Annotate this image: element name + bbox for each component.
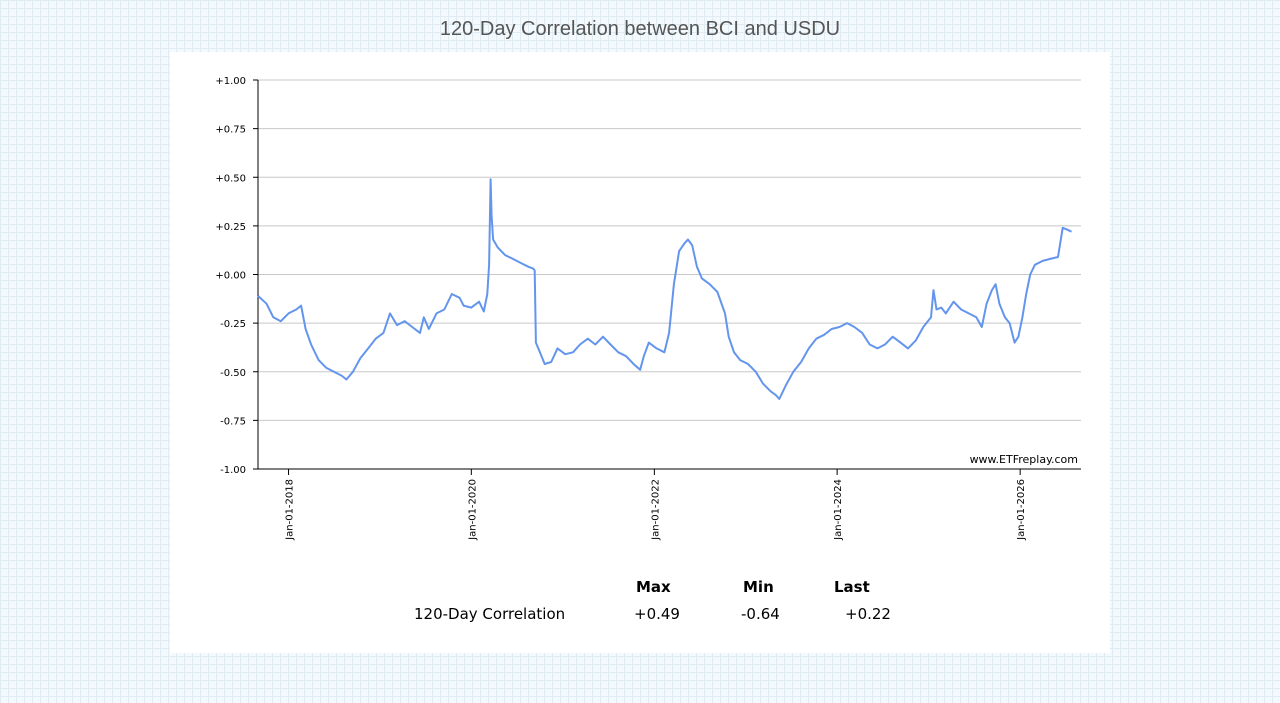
y-tick-label: -1.00 [220,465,246,476]
y-tick-label: +0.00 [215,271,246,282]
y-tick-label: -0.50 [220,368,246,379]
x-tick-label: Jan-01-2020 [467,479,478,541]
x-tick-label: Jan-01-2026 [1016,479,1027,541]
y-tick-label: -0.75 [220,416,246,427]
x-tick-label: Jan-01-2022 [650,479,661,541]
y-tick-label: +0.25 [215,222,246,233]
y-tick-label: -0.25 [220,319,246,330]
chart-panel: +1.00 +0.75 +0.50 +0.25 +0.00 -0.25 -0.50 -0.75… [170,52,1110,653]
y-tick-label: +0.50 [215,173,246,184]
y-tick-label: +1.00 [215,76,246,87]
y-tick-label: +0.75 [215,125,246,136]
x-tick-label: Jan-01-2018 [285,479,296,541]
series-line [257,178,1072,400]
correlation-chart: +1.00 +0.75 +0.50 +0.25 +0.00 -0.25 -0.50 -0.75… [215,76,1081,541]
watermark: www.ETFreplay.com [970,453,1078,466]
chart-title: 120-Day Correlation between BCI and USDU [439,18,841,40]
x-tick-label: Jan-01-2024 [833,479,844,541]
